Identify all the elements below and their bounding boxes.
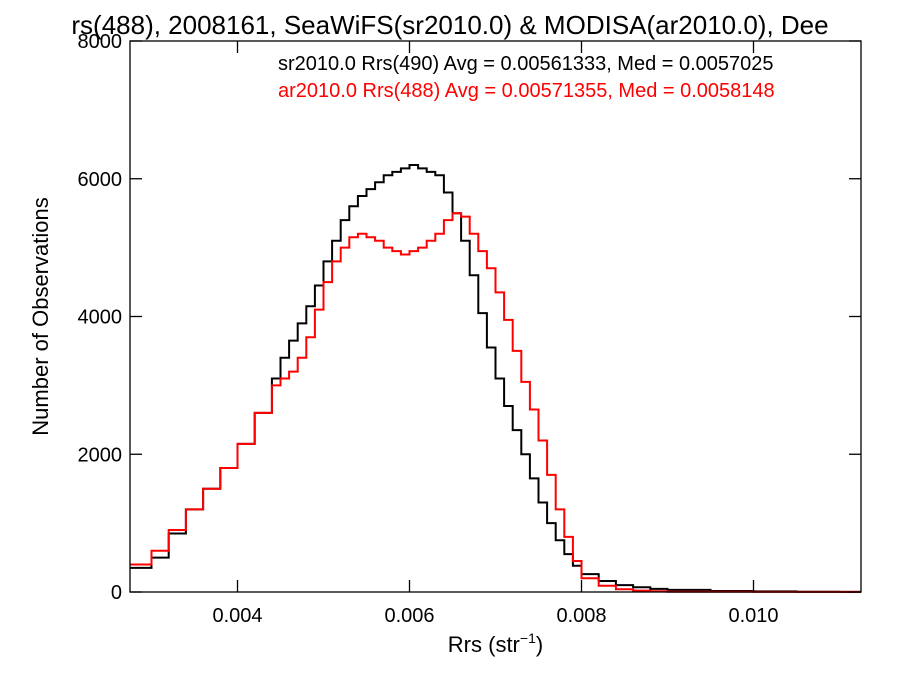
series-layer xyxy=(130,164,861,593)
y-tick-label: 4000 xyxy=(78,307,123,329)
series-line-1 xyxy=(130,212,861,593)
chart-title: rs(488), 2008161, SeaWiFS(sr2010.0) & MO… xyxy=(71,10,828,40)
x-tick-label: 0.004 xyxy=(212,605,262,627)
x-tick-label: 0.006 xyxy=(384,605,434,627)
y-tick-label: 6000 xyxy=(78,169,123,191)
x-axis-label-superscript: −1 xyxy=(520,630,536,646)
y-axis-label: Number of Observations xyxy=(28,197,53,435)
legend-entry-ar2010: ar2010.0 Rrs(488) Avg = 0.00571355, Med … xyxy=(278,80,775,102)
x-tick-label: 0.010 xyxy=(728,605,778,627)
y-tick-label: 0 xyxy=(111,582,122,604)
legend-entry-sr2010: sr2010.0 Rrs(490) Avg = 0.00561333, Med … xyxy=(278,53,774,75)
x-axis-label-text: Rrs (str xyxy=(448,632,520,657)
x-tick-label: 0.008 xyxy=(556,605,606,627)
series-line-0 xyxy=(130,164,861,593)
x-axis-label: Rrs (str−1) xyxy=(448,630,543,657)
x-axis-label-suffix: ) xyxy=(536,632,543,657)
y-tick-label: 8000 xyxy=(78,31,123,53)
y-tick-label: 2000 xyxy=(78,444,123,466)
ticks-layer: 0.004 0.006 0.008 0.010 0 2000 4000 6000 8000 xyxy=(78,31,861,627)
plot-frame xyxy=(129,40,862,593)
